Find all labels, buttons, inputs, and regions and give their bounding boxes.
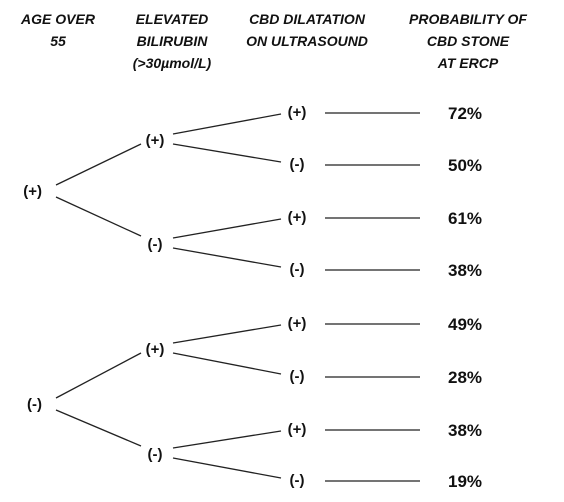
cbd-node-minus: (-) — [290, 261, 305, 278]
edge-bilirubin-to-cbd — [172, 218, 282, 239]
header-probability-line-1: PROBABILITY OF — [409, 11, 527, 27]
cbd-node-minus: (-) — [290, 368, 305, 385]
edge-age-to-bilirubin — [55, 352, 142, 399]
bilirubin-node-minus: (-) — [148, 236, 163, 253]
header-age-line-2: 55 — [50, 33, 66, 49]
edge-bilirubin-to-cbd — [172, 247, 282, 268]
edge-bilirubin-to-cbd — [172, 430, 282, 449]
tree-nodes: (+) (+) (+) 72% (-) 50% (-) (+) 61% (-) 38% (-) (+) (… — [23, 104, 482, 491]
age-node-plus: (+) — [23, 183, 42, 200]
cbd-node-plus: (+) — [288, 315, 307, 332]
probability-value: 38% — [448, 261, 482, 280]
age-node-minus: (-) — [27, 396, 42, 413]
probability-value: 72% — [448, 104, 482, 123]
edge-bilirubin-to-cbd — [172, 457, 282, 479]
edge-age-to-bilirubin — [55, 409, 142, 447]
probability-value: 38% — [448, 421, 482, 440]
cbd-node-plus: (+) — [288, 209, 307, 226]
column-headers: AGE OVER 55 ELEVATED BILIRUBIN (>30µmol/L) CB… — [20, 11, 527, 71]
cbd-node-minus: (-) — [290, 156, 305, 173]
edge-age-to-bilirubin — [55, 196, 142, 237]
header-bilirubin-line-3: (>30µmol/L) — [133, 55, 212, 71]
edge-bilirubin-to-cbd — [172, 324, 282, 344]
probability-value: 19% — [448, 472, 482, 491]
header-probability-line-2: CBD STONE — [427, 33, 510, 49]
probability-value: 61% — [448, 209, 482, 228]
edge-bilirubin-to-cbd — [172, 352, 282, 375]
header-probability-line-3: AT ERCP — [437, 55, 499, 71]
header-age-line-1: AGE OVER — [20, 11, 96, 27]
bilirubin-node-minus: (-) — [148, 446, 163, 463]
header-cbd-line-1: CBD DILATATION — [249, 11, 366, 27]
edge-bilirubin-to-cbd — [172, 113, 282, 135]
probability-value: 49% — [448, 315, 482, 334]
cbd-node-minus: (-) — [290, 472, 305, 489]
header-bilirubin-line-2: BILIRUBIN — [137, 33, 209, 49]
bilirubin-node-plus: (+) — [146, 132, 165, 149]
probability-value: 50% — [448, 156, 482, 175]
cbd-node-plus: (+) — [288, 104, 307, 121]
bilirubin-node-plus: (+) — [146, 341, 165, 358]
cbd-node-plus: (+) — [288, 421, 307, 438]
tree-edges — [55, 112, 420, 482]
header-bilirubin-line-1: ELEVATED — [136, 11, 209, 27]
probability-value: 28% — [448, 368, 482, 387]
edge-age-to-bilirubin — [55, 143, 142, 186]
edge-bilirubin-to-cbd — [172, 143, 282, 163]
header-cbd-line-2: ON ULTRASOUND — [246, 33, 368, 49]
